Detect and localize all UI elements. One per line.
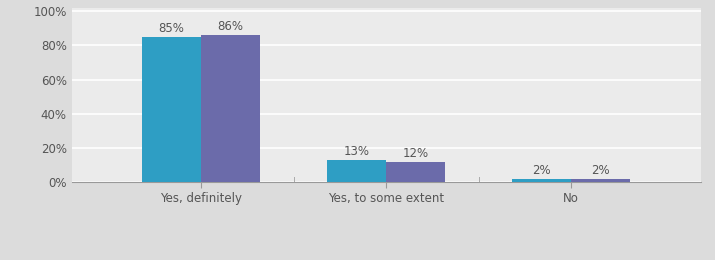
Bar (201, 35, 260, 182)
Text: 2%: 2% (532, 164, 551, 177)
Text: 12%: 12% (403, 147, 429, 160)
Bar (571, 179, 631, 182)
Bar (142, 37, 201, 182)
Text: 85%: 85% (159, 22, 184, 35)
Text: 2%: 2% (591, 164, 610, 177)
Text: 13%: 13% (343, 145, 370, 158)
Text: 86%: 86% (217, 21, 244, 34)
Bar (327, 160, 386, 182)
Bar (386, 161, 445, 182)
Bar (512, 179, 571, 182)
